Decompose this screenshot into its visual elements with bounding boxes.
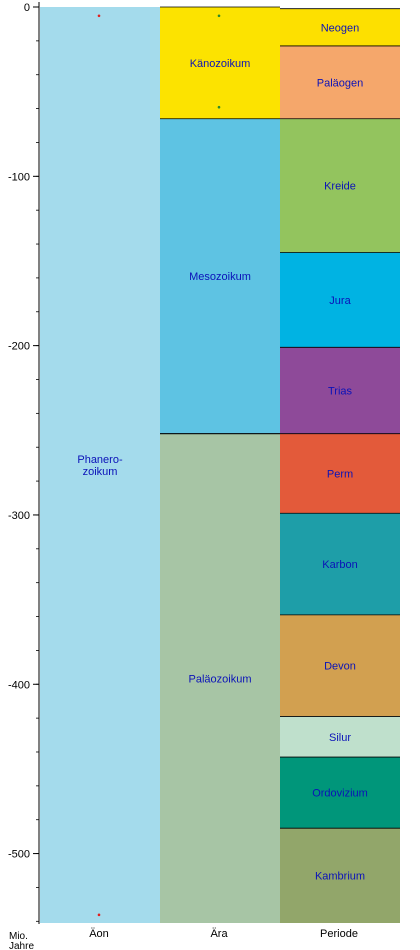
era-block-0 (160, 7, 280, 119)
axis-tick-label: -100 (8, 171, 30, 183)
axis-tick-label: 0 (24, 2, 30, 14)
period-block-3 (280, 252, 400, 348)
period-label-2: Kreide (324, 181, 356, 193)
boundary-marker-3 (217, 105, 221, 109)
period-label-10: Kambrium (315, 871, 365, 883)
period-block-1 (280, 45, 400, 119)
period-label-8: Silur (329, 732, 351, 744)
era-block-2 (160, 433, 280, 923)
axis-tick-label: -200 (8, 341, 30, 353)
column-header-aeon: Äon (89, 928, 109, 940)
time-axis: 0 -100 -200 -300 -400 -500 (8, 2, 40, 924)
aeon-label-0-line-0: Phanero- (77, 454, 123, 466)
axis-unit-label-line1: Mio. (9, 931, 28, 942)
boundary-markers (97, 14, 221, 917)
era-block-1 (160, 118, 280, 434)
period-block-9 (280, 757, 400, 829)
column-header-period: Periode (320, 928, 358, 940)
axis-tick-label: -400 (8, 679, 30, 691)
axis-tick-label: -300 (8, 510, 30, 522)
axis-tick-label: -500 (8, 849, 30, 861)
period-label-9: Ordovizium (312, 788, 368, 800)
period-label-1: Paläogen (317, 77, 364, 89)
period-block-4 (280, 347, 400, 434)
timescale-blocks: Phanero-zoikum Känozoikum Mesozoikum Paläoz… (40, 6, 400, 923)
era-label-1: Mesozoikum (189, 271, 251, 283)
period-block-7 (280, 614, 400, 717)
period-block-0 (280, 8, 400, 46)
period-block-5 (280, 433, 400, 514)
aeon-label-0-line-1: zoikum (83, 466, 118, 478)
column-headers: Mio. Jahre Äon Ära Periode (9, 928, 358, 950)
era-label-2: Paläozoikum (189, 673, 252, 685)
period-block-10 (280, 828, 400, 923)
period-block-8 (280, 716, 400, 758)
period-label-3: Jura (329, 295, 351, 307)
period-label-0: Neogen (321, 22, 360, 34)
boundary-marker-1 (97, 913, 101, 917)
aeon-block-0 (40, 7, 160, 923)
boundary-marker-2 (217, 14, 221, 18)
period-label-4: Trias (328, 386, 353, 398)
boundary-marker-0 (97, 14, 101, 18)
period-block-6 (280, 513, 400, 615)
era-label-0: Känozoikum (190, 58, 251, 70)
period-label-7: Devon (324, 661, 356, 673)
period-label-5: Perm (327, 468, 353, 480)
axis-unit-label-line2: Jahre (9, 941, 34, 950)
column-header-era: Ära (210, 928, 228, 940)
period-label-6: Karbon (322, 559, 357, 571)
period-block-2 (280, 118, 400, 253)
